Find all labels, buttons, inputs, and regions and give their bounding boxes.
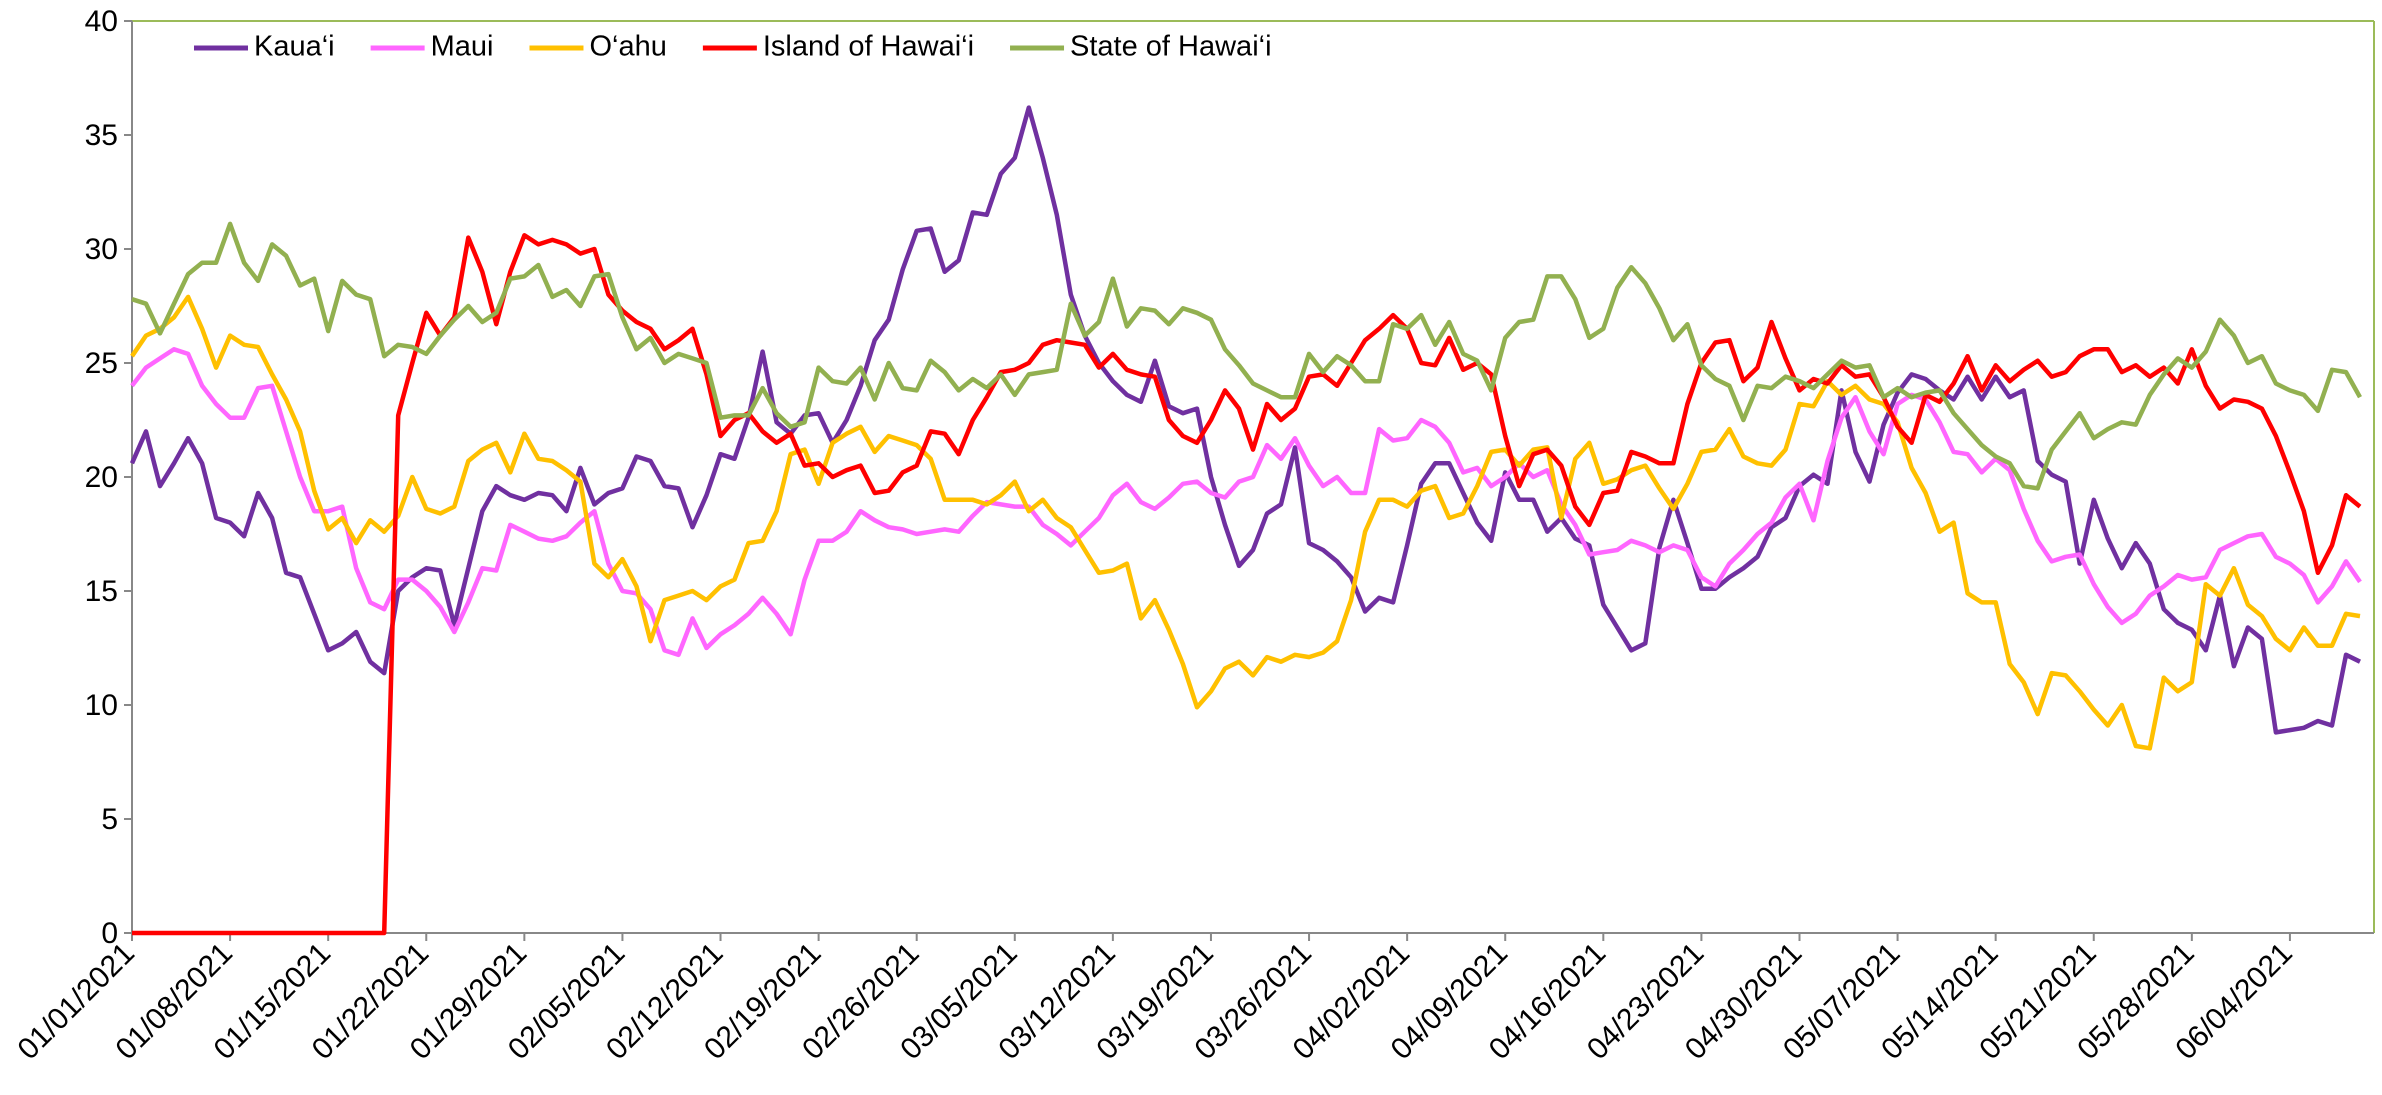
y-tick-label: 5 (101, 803, 118, 836)
legend-label: State of Hawai‘i (1070, 31, 1272, 63)
series-line (130, 294, 2361, 751)
y-tick-label: 15 (85, 575, 118, 608)
legend-label: Kaua‘i (254, 31, 335, 63)
legend-label: Maui (431, 31, 494, 63)
y-tick-label: 20 (85, 461, 118, 494)
y-tick-label: 10 (85, 689, 118, 722)
y-tick-label: 0 (101, 917, 118, 950)
legend-label: Island of Hawai‘i (763, 31, 974, 63)
y-tick-label: 35 (85, 119, 118, 152)
legend-label: O‘ahu (589, 31, 666, 63)
series-line (131, 221, 2362, 491)
y-tick-label: 40 (85, 5, 118, 38)
y-tick-label: 25 (85, 347, 118, 380)
series-line (130, 347, 2362, 658)
y-tick-label: 30 (85, 233, 118, 266)
series-line (129, 105, 2361, 735)
